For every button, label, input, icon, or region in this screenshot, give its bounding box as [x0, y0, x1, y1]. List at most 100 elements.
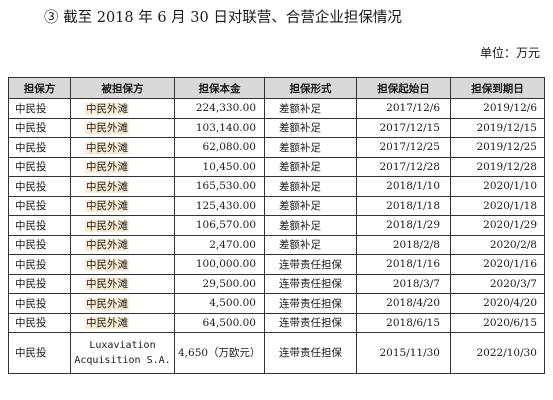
cell-end-date: 2019/12/25 — [450, 137, 545, 158]
cell-guaranteed-party: 中民外滩 — [70, 137, 175, 158]
cell-form: 差额补足 — [264, 234, 357, 255]
cell-principal: 64,500.00 — [174, 312, 265, 333]
cell-guaranteed-party: 中民外滩 — [70, 273, 175, 294]
guaranteed-party-highlight: 中民外滩 — [85, 122, 129, 135]
cell-guarantor: 中民投 — [8, 312, 71, 333]
cell-form: 连带责任担保 — [264, 312, 357, 333]
cell-start-date: 2018/2/8 — [356, 234, 451, 255]
header-end-date: 担保到期日 — [450, 77, 545, 99]
cell-guarantor: 中民投 — [8, 98, 71, 119]
header-guarantor: 担保方 — [8, 77, 71, 99]
cell-guaranteed-party: 中民外滩 — [70, 156, 175, 177]
cell-end-date: 2020/2/8 — [450, 234, 545, 255]
cell-guarantor: 中民投 — [8, 273, 71, 294]
cell-start-date: 2015/11/30 — [356, 332, 451, 374]
unit-label: 单位：万元 — [479, 46, 540, 60]
table-row: 中民投 中民外滩 4,500.00 连带责任担保 2018/4/20 2020/4/20 — [8, 293, 545, 314]
cell-end-date: 2020/3/7 — [450, 273, 545, 294]
table-row: 中民投 中民外滩 224,330.00 差额补足 2017/12/6 2019/12/6 — [8, 98, 545, 119]
guaranteed-party-highlight: 中民外滩 — [85, 200, 129, 213]
cell-end-date: 2020/4/20 — [450, 293, 545, 314]
guaranteed-party-highlight: 中民外滩 — [85, 317, 129, 330]
cell-form: 差额补足 — [264, 215, 357, 236]
cell-guaranteed-party: 中民外滩 — [70, 98, 175, 119]
section-heading: ③ 截至 2018 年 6 月 30 日对联营、合营企业担保情况 — [44, 10, 402, 26]
cell-principal: 2,470.00 — [174, 234, 265, 255]
guaranteed-party-highlight: 中民外滩 — [85, 278, 129, 291]
cell-principal: 103,140.00 — [174, 117, 265, 138]
cell-start-date: 2017/12/25 — [356, 137, 451, 158]
cell-form: 差额补足 — [264, 137, 357, 158]
table-row: 中民投 中民外滩 64,500.00 连带责任担保 2018/6/15 2020/6/15 — [8, 312, 545, 333]
cell-guarantor: 中民投 — [8, 195, 71, 216]
header-start-date: 担保起始日 — [356, 77, 451, 99]
cell-guarantor: 中民投 — [8, 176, 71, 197]
cell-principal: 224,330.00 — [174, 98, 265, 119]
guaranteed-line-1: Luxaviation — [89, 340, 156, 351]
cell-guaranteed-party: 中民外滩 — [70, 195, 175, 216]
cell-principal: 4,500.00 — [174, 293, 265, 314]
guaranteed-party-highlight: 中民外滩 — [85, 180, 129, 193]
cell-principal: 62,080.00 — [174, 137, 265, 158]
cell-principal: 125,430.00 — [174, 195, 265, 216]
table-row: 中民投 中民外滩 106,570.00 差额补足 2018/1/29 2020/1/29 — [8, 215, 545, 236]
header-principal: 担保本金 — [174, 77, 265, 99]
cell-guarantor: 中民投 — [8, 332, 71, 374]
guaranteed-line-2: Acquisition S.A. — [74, 355, 171, 366]
cell-start-date: 2018/1/29 — [356, 215, 451, 236]
table-header-row: 担保方 被担保方 担保本金 担保形式 担保起始日 担保到期日 — [8, 77, 545, 99]
table-row: 中民投 中民外滩 10,450.00 差额补足 2017/12/28 2019/12/28 — [8, 156, 545, 177]
cell-principal: 106,570.00 — [174, 215, 265, 236]
cell-form: 差额补足 — [264, 98, 357, 119]
header-form: 担保形式 — [264, 77, 357, 99]
cell-form: 连带责任担保 — [264, 332, 357, 374]
cell-form: 连带责任担保 — [264, 254, 357, 275]
cell-end-date: 2020/1/16 — [450, 254, 545, 275]
cell-start-date: 2017/12/6 — [356, 98, 451, 119]
cell-guaranteed-party: Luxaviation Acquisition S.A. — [70, 332, 175, 374]
cell-principal: 100,000.00 — [174, 254, 265, 275]
cell-start-date: 2017/12/28 — [356, 156, 451, 177]
cell-end-date: 2020/1/10 — [450, 176, 545, 197]
cell-start-date: 2017/12/15 — [356, 117, 451, 138]
cell-principal: 29,500.00 — [174, 273, 265, 294]
cell-guaranteed-party: 中民外滩 — [70, 312, 175, 333]
guaranteed-party-highlight: 中民外滩 — [85, 102, 129, 115]
cell-form: 连带责任担保 — [264, 273, 357, 294]
table-row: 中民投 中民外滩 100,000.00 连带责任担保 2018/1/16 2020/1/1… — [8, 254, 545, 275]
cell-start-date: 2018/1/16 — [356, 254, 451, 275]
guaranteed-party-highlight: 中民外滩 — [85, 161, 129, 174]
cell-end-date: 2019/12/6 — [450, 98, 545, 119]
cell-principal: 4,650（万欧元） — [174, 332, 265, 374]
cell-guarantor: 中民投 — [8, 234, 71, 255]
cell-form: 差额补足 — [264, 176, 357, 197]
cell-form: 连带责任担保 — [264, 293, 357, 314]
cell-guaranteed-party: 中民外滩 — [70, 234, 175, 255]
cell-guaranteed-party: 中民外滩 — [70, 176, 175, 197]
cell-form: 差额补足 — [264, 117, 357, 138]
guaranteed-party-highlight: 中民外滩 — [85, 239, 129, 252]
cell-end-date: 2020/1/29 — [450, 215, 545, 236]
cell-guarantor: 中民投 — [8, 215, 71, 236]
cell-principal: 10,450.00 — [174, 156, 265, 177]
table-row: 中民投 中民外滩 103,140.00 差额补足 2017/12/15 2019/12/1… — [8, 117, 545, 138]
guaranteed-party-highlight: 中民外滩 — [85, 219, 129, 232]
guarantee-table: 担保方 被担保方 担保本金 担保形式 担保起始日 担保到期日 中民投 中民外滩 22… — [8, 77, 545, 374]
cell-form: 差额补足 — [264, 195, 357, 216]
guaranteed-party-highlight: 中民外滩 — [85, 258, 129, 271]
cell-end-date: 2020/6/15 — [450, 312, 545, 333]
cell-form: 差额补足 — [264, 156, 357, 177]
cell-guarantor: 中民投 — [8, 117, 71, 138]
guaranteed-party-highlight: 中民外滩 — [85, 297, 129, 310]
cell-guaranteed-party: 中民外滩 — [70, 293, 175, 314]
cell-guarantor: 中民投 — [8, 137, 71, 158]
table-row: 中民投 中民外滩 2,470.00 差额补足 2018/2/8 2020/2/8 — [8, 234, 545, 255]
cell-start-date: 2018/6/15 — [356, 312, 451, 333]
header-guaranteed-party: 被担保方 — [70, 77, 175, 99]
guaranteed-party-highlight: 中民外滩 — [85, 141, 129, 154]
cell-end-date: 2019/12/15 — [450, 117, 545, 138]
cell-guarantor: 中民投 — [8, 156, 71, 177]
table-row: 中民投 中民外滩 125,430.00 差额补足 2018/1/18 2020/1/18 — [8, 195, 545, 216]
cell-guaranteed-party: 中民外滩 — [70, 117, 175, 138]
table-row: 中民投 中民外滩 62,080.00 差额补足 2017/12/25 2019/12/25 — [8, 137, 545, 158]
